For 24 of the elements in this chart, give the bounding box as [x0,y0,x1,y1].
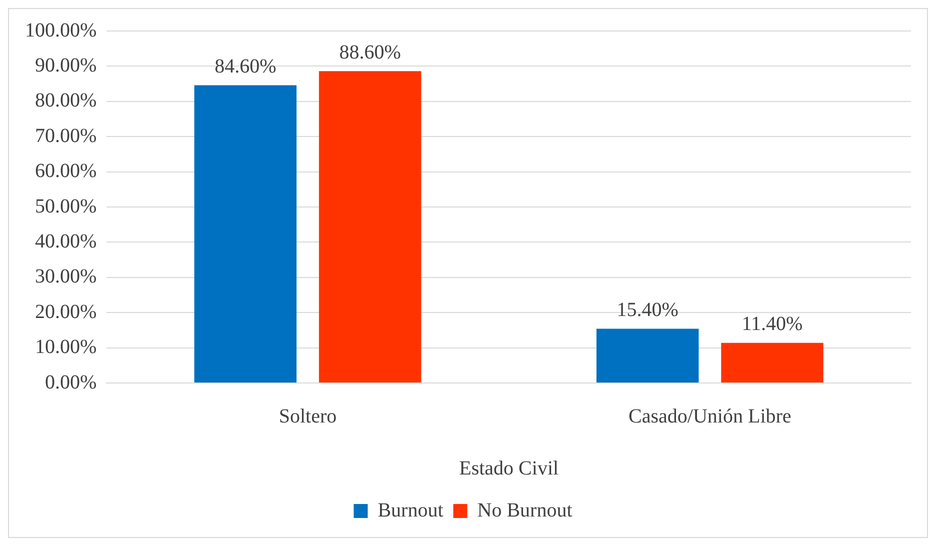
y-tick-label: 60.00% [34,160,97,182]
legend-label: No Burnout [477,499,573,522]
y-tick-label: 40.00% [34,230,97,252]
y-tick-label: 90.00% [34,54,97,76]
x-axis-title: Estado Civil [459,457,559,480]
y-tick-label: 50.00% [34,195,97,218]
y-tick-label: 80.00% [34,90,97,112]
data-label: 15.40% [616,299,678,322]
y-tick-label: 10.00% [34,336,97,358]
bar [194,85,297,382]
x-tick-label: Casado/Unión Libre [628,405,792,428]
bar [318,71,422,382]
y-tick-label: 0.00% [44,371,97,394]
bar [721,342,824,382]
bar [596,328,699,382]
data-label: 88.60% [339,41,401,64]
data-label: 84.60% [214,55,276,78]
y-tick-label: 100.00% [24,19,97,42]
y-tick-label: 20.00% [34,300,97,323]
legend-label: Burnout [378,499,444,522]
y-tick-label: 70.00% [34,124,97,147]
x-tick-label: Soltero [278,405,337,428]
y-tick-label: 30.00% [34,266,97,288]
data-label: 11.40% [742,313,803,336]
